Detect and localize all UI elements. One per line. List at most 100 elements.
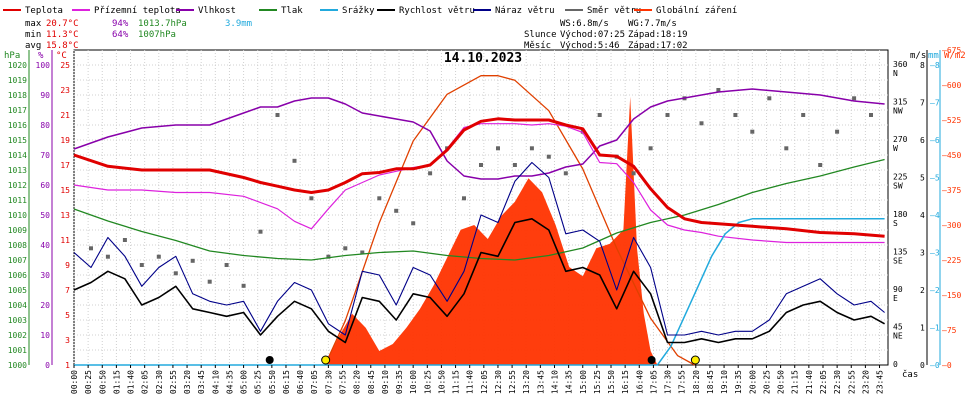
wind-direction-point bbox=[767, 96, 772, 101]
wind-direction-point bbox=[580, 129, 585, 134]
x-tick-label: 02:55 bbox=[169, 370, 178, 394]
x-tick-label: 00:00 bbox=[70, 370, 79, 394]
wind-direction-point bbox=[479, 163, 483, 167]
legend-label: Náraz větru bbox=[495, 6, 555, 16]
rain-line bbox=[74, 218, 885, 366]
wind-direction-point bbox=[546, 154, 551, 159]
wind-direction-point bbox=[207, 279, 212, 284]
direction-name-label: SW bbox=[893, 182, 903, 191]
x-tick-label: 19:35 bbox=[734, 370, 743, 394]
legend-label: Vlhkost bbox=[198, 6, 236, 16]
hpa-tick-label: 1003 bbox=[8, 316, 27, 325]
direction-tick-label: 360 bbox=[893, 60, 908, 69]
x-tick-label: 08:20 bbox=[353, 370, 362, 394]
hpa-tick-label: 1005 bbox=[8, 286, 27, 295]
x-tick-label: 08:45 bbox=[367, 370, 376, 394]
wind-direction-point bbox=[360, 250, 365, 255]
direction-name-label: SE bbox=[893, 257, 903, 266]
moonset-marker bbox=[647, 356, 656, 364]
x-tick-label: 11:40 bbox=[466, 370, 475, 394]
legend-label: Teplota bbox=[25, 6, 63, 16]
stats-max-pressure: 1013.7hPa bbox=[138, 19, 187, 29]
direction-tick-label: 90 bbox=[893, 285, 903, 294]
sunrise-marker bbox=[321, 355, 331, 365]
stats-sun-label: Slunce bbox=[524, 30, 557, 40]
ground-temperature-line bbox=[73, 123, 885, 244]
x-tick-label: 04:10 bbox=[211, 370, 220, 394]
x-tick-label: 05:50 bbox=[268, 370, 277, 394]
wm2-tick-label: –0 bbox=[942, 361, 952, 370]
x-tick-label: 05:00 bbox=[240, 370, 249, 394]
direction-name-label: E bbox=[893, 294, 898, 303]
wind-direction-point bbox=[241, 283, 246, 288]
hpa-tick-label: 1001 bbox=[8, 346, 27, 355]
x-tick-label: 09:35 bbox=[395, 370, 404, 394]
stats-moonrise: Východ:5:46 bbox=[560, 41, 620, 51]
direction-tick-label: 315 bbox=[893, 98, 908, 107]
stats-panel: max 20.7°C 94% 1013.7hPa 3.9mm min 11.3°C 64% 10… bbox=[25, 19, 688, 51]
x-tick-label: 15:50 bbox=[607, 370, 616, 394]
wm2-tick-label: –675 bbox=[942, 46, 961, 55]
wind-direction-point bbox=[835, 129, 840, 134]
x-tick-label: 20:50 bbox=[777, 370, 786, 394]
stats-moonset: Západ:17:02 bbox=[628, 41, 688, 51]
direction-name-label: S bbox=[893, 219, 898, 228]
temp-tick-label: 9 bbox=[65, 261, 70, 270]
hpa-tick-label: 1020 bbox=[8, 61, 27, 70]
legend-label: Přízemní teplota bbox=[94, 6, 181, 16]
mm-tick-label: –4 bbox=[930, 211, 940, 220]
chart-axes: hPa1000100110021003100410051006100710081… bbox=[4, 46, 966, 394]
x-tick-label: 03:45 bbox=[197, 370, 206, 394]
hpa-tick-label: 1011 bbox=[8, 196, 27, 205]
hpa-tick-label: 1014 bbox=[8, 151, 27, 160]
hpa-tick-label: 1012 bbox=[8, 181, 27, 190]
plot-area bbox=[73, 75, 885, 366]
wm2-tick-label: –525 bbox=[942, 116, 961, 125]
x-tick-label: 17:30 bbox=[664, 370, 673, 394]
wind-direction-point bbox=[275, 113, 280, 117]
direction-name-label: NE bbox=[893, 332, 903, 341]
x-tick-label: 21:40 bbox=[805, 370, 814, 394]
legend-label: Globální záření bbox=[656, 6, 737, 16]
wind-direction-point bbox=[156, 254, 161, 259]
pct-tick-label: 60 bbox=[40, 181, 50, 190]
x-tick-label: 04:35 bbox=[226, 370, 235, 394]
legend-label: Rychlost větru bbox=[399, 6, 475, 16]
wind-direction-point bbox=[716, 88, 721, 92]
x-tick-label: 12:55 bbox=[508, 370, 517, 394]
x-tick-label: 07:30 bbox=[324, 370, 333, 394]
direction-tick-label: 135 bbox=[893, 248, 908, 257]
wind-direction-point bbox=[784, 146, 789, 151]
hpa-tick-label: 1009 bbox=[8, 226, 27, 235]
x-tick-label: 16:15 bbox=[621, 370, 630, 394]
legend-label: Směr větru bbox=[587, 6, 641, 16]
stats-max-label: max bbox=[25, 19, 42, 29]
stats-max-humidity: 94% bbox=[112, 19, 129, 29]
wind-direction-point bbox=[631, 171, 636, 176]
hpa-tick-label: 1007 bbox=[8, 256, 27, 265]
temp-unit-label: °C bbox=[56, 51, 67, 61]
temp-tick-label: 5 bbox=[65, 311, 70, 320]
wind-direction-point bbox=[852, 96, 857, 101]
wind-direction-point bbox=[801, 113, 806, 117]
wind-direction-point bbox=[89, 246, 93, 251]
temp-tick-label: 13 bbox=[60, 211, 70, 220]
x-tick-label: 17:05 bbox=[649, 370, 658, 394]
stats-wind-speed: WS:6.8m/s bbox=[560, 19, 609, 29]
x-tick-label: 18:20 bbox=[692, 370, 701, 394]
x-tick-label: 15:00 bbox=[579, 370, 588, 394]
ms-tick-label: 7 bbox=[920, 99, 925, 108]
ms-tick-label: 5 bbox=[920, 174, 925, 183]
ms-unit-label: m/s bbox=[910, 51, 926, 61]
wind-direction-point bbox=[597, 113, 602, 117]
stats-min-temp: 11.3°C bbox=[46, 30, 79, 40]
x-tick-label: 10:25 bbox=[423, 370, 432, 394]
stats-avg-temp: 15.8°C bbox=[46, 41, 79, 51]
stats-min-label: min bbox=[25, 30, 41, 40]
wind-direction-point bbox=[733, 113, 738, 117]
wm2-tick-label: –450 bbox=[942, 151, 961, 160]
wm2-tick-label: –150 bbox=[942, 291, 961, 300]
hpa-tick-label: 1008 bbox=[8, 241, 27, 250]
x-tick-label: 09:10 bbox=[381, 370, 390, 394]
